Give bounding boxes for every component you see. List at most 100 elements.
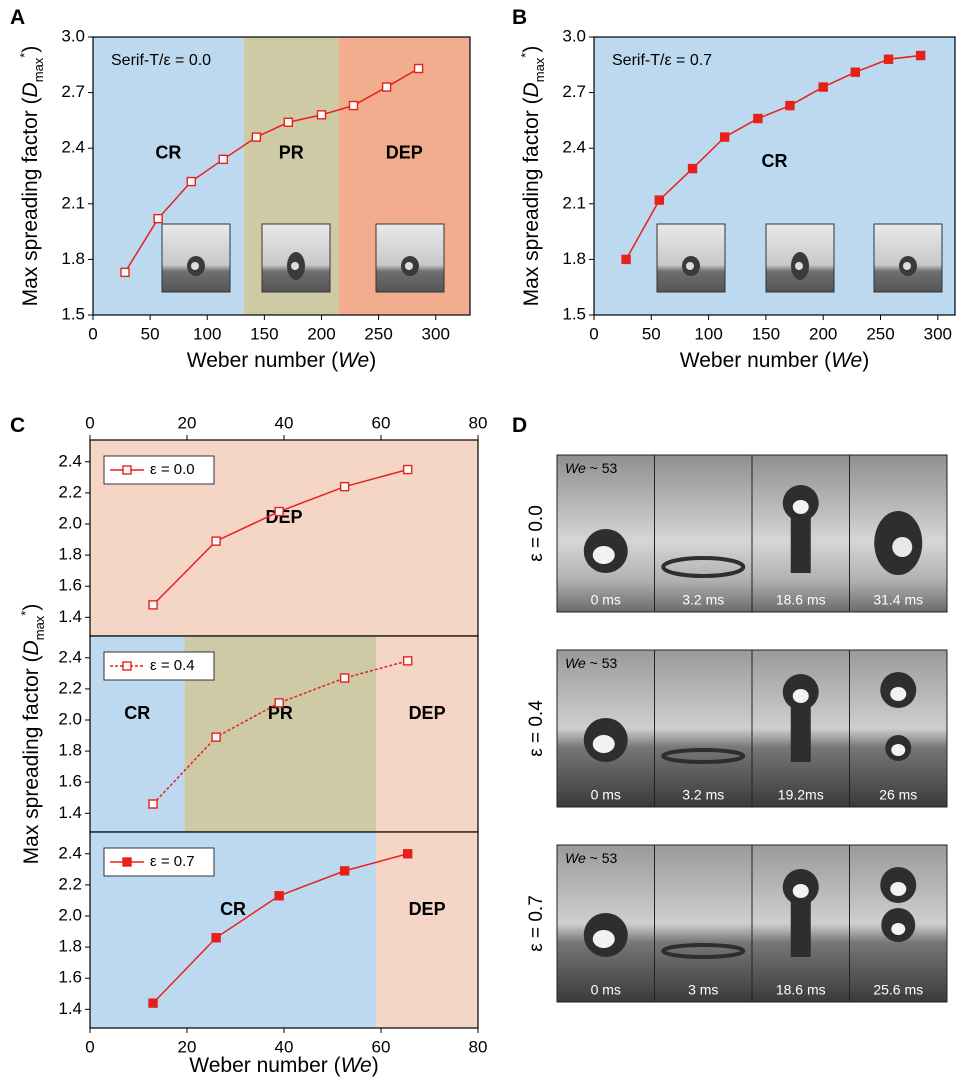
legend-marker bbox=[123, 466, 131, 474]
marker bbox=[219, 155, 227, 163]
droplet-highlight bbox=[793, 500, 809, 514]
frame-time: 31.4 ms bbox=[873, 592, 923, 608]
y-axis-title: Max spreading factor (Dmax*) bbox=[18, 604, 47, 865]
y-tick-label: 1.5 bbox=[562, 304, 586, 323]
panel-label: D bbox=[512, 414, 527, 437]
droplet-highlight bbox=[686, 262, 694, 270]
x2-tick-label: 60 bbox=[372, 413, 391, 432]
marker bbox=[252, 133, 260, 141]
marker bbox=[317, 111, 325, 119]
panel-label: C bbox=[10, 414, 25, 437]
marker bbox=[851, 68, 859, 76]
label-symbol: We bbox=[341, 1054, 372, 1077]
page: ACRPRDEP1.51.82.12.42.73.005010015020025… bbox=[0, 0, 958, 1082]
y-axis-title: Max spreading factor (Dmax*) bbox=[17, 46, 46, 307]
y-tick-label: 2.1 bbox=[562, 193, 586, 212]
legend-label: ε = 0.7 bbox=[150, 853, 195, 870]
x-tick-label: 50 bbox=[642, 324, 661, 343]
marker bbox=[341, 674, 349, 682]
marker bbox=[149, 999, 157, 1007]
legend-marker bbox=[123, 662, 131, 670]
droplet-highlight bbox=[593, 930, 615, 948]
label-text: ) bbox=[19, 46, 42, 53]
frame-time: 0 ms bbox=[591, 787, 621, 803]
label-symbol: We bbox=[338, 349, 369, 372]
marker bbox=[284, 118, 292, 126]
frame-note: We ~ 53 bbox=[565, 850, 617, 866]
y-tick-label: 1.4 bbox=[58, 607, 82, 626]
x-tick-label: 80 bbox=[469, 1037, 488, 1056]
y-tick-label: 2.7 bbox=[61, 82, 85, 101]
figure: ACRPRDEP1.51.82.12.42.73.005010015020025… bbox=[0, 0, 958, 1082]
x2-tick-label: 40 bbox=[275, 413, 294, 432]
x-tick-label: 250 bbox=[866, 324, 894, 343]
label-text: Weber number ( bbox=[189, 1054, 340, 1077]
y-tick-label: 2.2 bbox=[58, 874, 82, 893]
y-tick-label: 2.1 bbox=[61, 193, 85, 212]
label-text: Max spreading factor ( bbox=[520, 97, 543, 306]
frame-time: 25.6 ms bbox=[873, 982, 923, 998]
x-tick-label: 0 bbox=[88, 324, 97, 343]
marker bbox=[341, 867, 349, 875]
label-text: Weber number ( bbox=[680, 349, 831, 372]
y-tick-label: 1.8 bbox=[61, 249, 85, 268]
region-label: CR bbox=[220, 899, 246, 919]
x-tick-label: 150 bbox=[250, 324, 278, 343]
x2-tick-label: 80 bbox=[469, 413, 488, 432]
y-tick-label: 1.6 bbox=[58, 576, 82, 595]
droplet-highlight bbox=[191, 262, 199, 270]
marker bbox=[655, 196, 663, 204]
droplet-highlight bbox=[593, 546, 615, 564]
droplet-highlight bbox=[891, 744, 905, 756]
x2-tick-label: 20 bbox=[178, 413, 197, 432]
marker bbox=[885, 55, 893, 63]
label-symbol: D bbox=[19, 82, 42, 97]
x-axis-title: Weber number (We) bbox=[187, 349, 376, 372]
x-tick-label: 0 bbox=[589, 324, 598, 343]
region-label: DEP bbox=[386, 143, 423, 163]
label-symbol: D bbox=[20, 640, 43, 655]
y-tick-label: 3.0 bbox=[562, 26, 586, 45]
frame-time: 18.6 ms bbox=[776, 592, 826, 608]
frame-time: 26 ms bbox=[879, 787, 917, 803]
note-text: ~ 53 bbox=[586, 655, 618, 671]
frame-time: 0 ms bbox=[591, 982, 621, 998]
droplet-highlight bbox=[793, 689, 809, 703]
y-axis-title: Max spreading factor (Dmax*) bbox=[518, 46, 547, 307]
label-text: Max spreading factor ( bbox=[19, 97, 42, 306]
droplet-column bbox=[791, 513, 811, 573]
photo-frame bbox=[655, 455, 753, 612]
droplet-highlight bbox=[903, 262, 911, 270]
region-label: CR bbox=[762, 151, 788, 171]
label-text: ) bbox=[20, 604, 43, 611]
x-tick-label: 50 bbox=[141, 324, 160, 343]
marker bbox=[212, 733, 220, 741]
region-label: PR bbox=[279, 143, 304, 163]
region-label: CR bbox=[124, 703, 150, 723]
region-label: DEP bbox=[409, 899, 446, 919]
frame-time: 0 ms bbox=[591, 592, 621, 608]
frame-note: We ~ 53 bbox=[565, 655, 617, 671]
marker bbox=[341, 483, 349, 491]
annotation: Serif-T/ε = 0.0 bbox=[111, 52, 211, 69]
marker bbox=[622, 255, 630, 263]
x-tick-label: 300 bbox=[422, 324, 450, 343]
marker bbox=[149, 601, 157, 609]
row-label: ε = 0.7 bbox=[526, 895, 547, 952]
panel-label: B bbox=[512, 6, 527, 29]
y-tick-label: 2.2 bbox=[58, 482, 82, 501]
marker bbox=[349, 102, 357, 110]
region-label: DEP bbox=[409, 703, 446, 723]
frame-time: 18.6 ms bbox=[776, 982, 826, 998]
region bbox=[376, 832, 478, 1028]
frame-time: 3.2 ms bbox=[682, 592, 724, 608]
marker bbox=[149, 800, 157, 808]
note-text: ~ 53 bbox=[586, 460, 618, 476]
row-label: ε = 0.0 bbox=[526, 505, 547, 562]
x2-tick-label: 0 bbox=[85, 413, 94, 432]
droplet-highlight bbox=[891, 923, 905, 935]
droplet-highlight bbox=[793, 884, 809, 898]
row-label: ε = 0.4 bbox=[526, 700, 547, 757]
y-tick-label: 2.7 bbox=[562, 82, 586, 101]
marker bbox=[212, 537, 220, 545]
